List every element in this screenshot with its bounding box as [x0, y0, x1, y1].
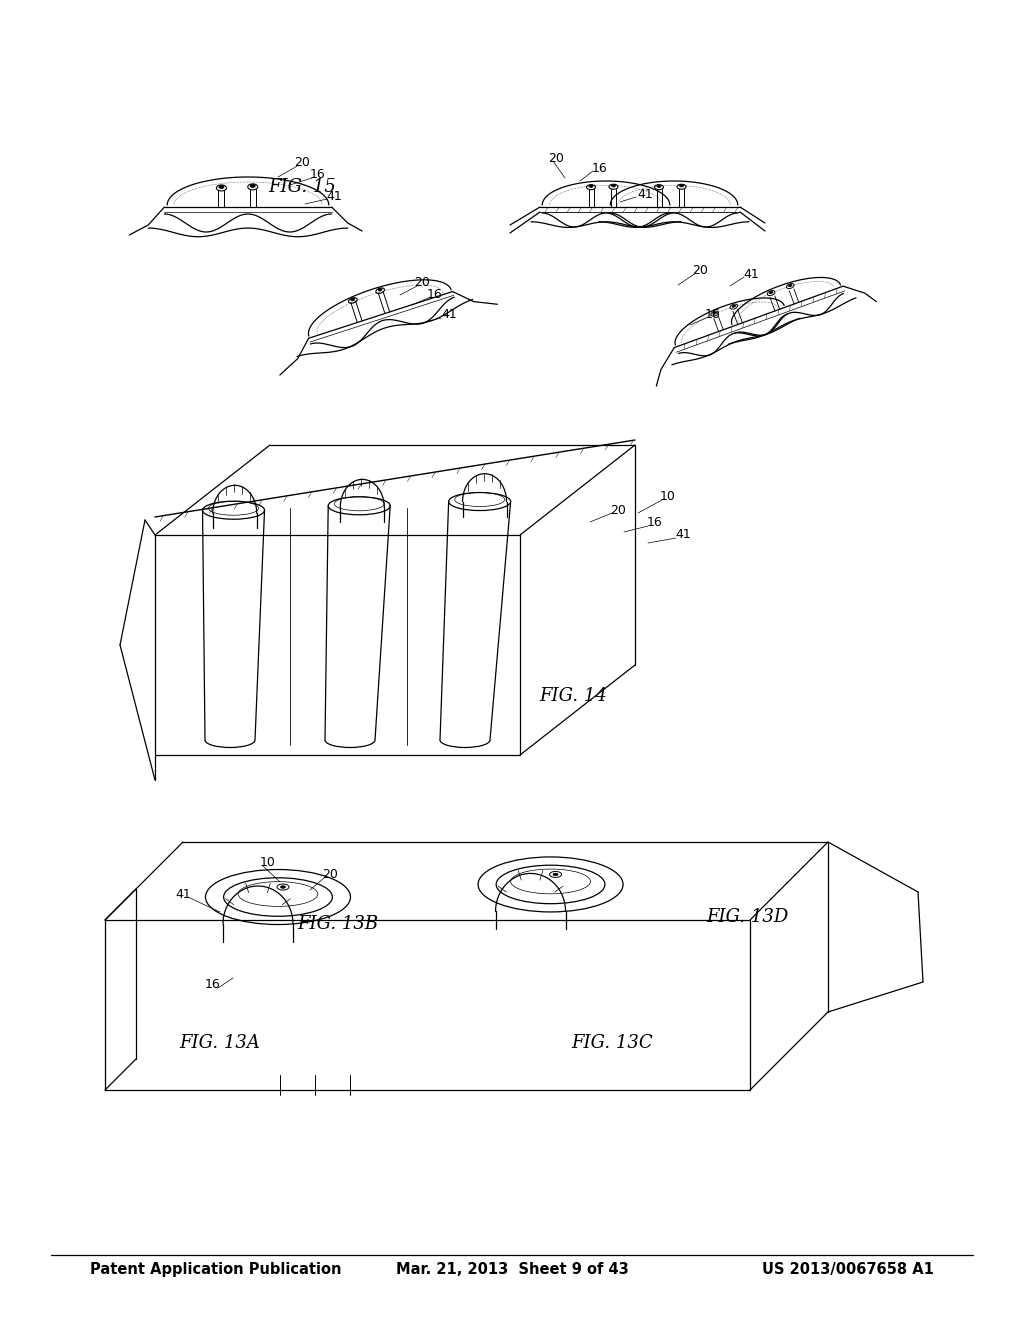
Ellipse shape: [713, 312, 717, 314]
Text: 41: 41: [637, 187, 653, 201]
Text: FIG. 13D: FIG. 13D: [707, 908, 788, 927]
Text: 41: 41: [326, 190, 342, 202]
Text: FIG. 13A: FIG. 13A: [180, 1034, 260, 1052]
Ellipse shape: [680, 185, 683, 187]
Text: 20: 20: [414, 276, 430, 289]
Text: FIG. 13B: FIG. 13B: [297, 915, 379, 933]
Text: Mar. 21, 2013  Sheet 9 of 43: Mar. 21, 2013 Sheet 9 of 43: [395, 1262, 629, 1276]
Text: 16: 16: [205, 978, 221, 991]
Text: FIG. 15: FIG. 15: [268, 178, 336, 197]
Text: 20: 20: [294, 156, 310, 169]
Text: 16: 16: [592, 161, 608, 174]
Text: 20: 20: [548, 152, 564, 165]
Text: 41: 41: [743, 268, 759, 281]
Ellipse shape: [351, 298, 354, 301]
Text: 20: 20: [610, 503, 626, 516]
Ellipse shape: [589, 185, 593, 187]
Text: 10: 10: [260, 857, 275, 870]
Text: 20: 20: [692, 264, 708, 276]
Ellipse shape: [250, 185, 255, 187]
Ellipse shape: [553, 874, 558, 875]
Text: 16: 16: [647, 516, 663, 529]
Text: 16: 16: [706, 309, 721, 322]
Text: US 2013/0067658 A1: US 2013/0067658 A1: [762, 1262, 934, 1276]
Ellipse shape: [788, 285, 792, 286]
Text: 41: 41: [175, 888, 190, 902]
Text: 41: 41: [441, 309, 457, 322]
Ellipse shape: [657, 185, 662, 187]
Text: 20: 20: [323, 869, 338, 882]
Text: 16: 16: [427, 289, 442, 301]
Text: 10: 10: [660, 491, 676, 503]
Ellipse shape: [732, 305, 735, 308]
Ellipse shape: [378, 288, 382, 290]
Text: Patent Application Publication: Patent Application Publication: [90, 1262, 342, 1276]
Ellipse shape: [219, 186, 224, 189]
Text: FIG. 13C: FIG. 13C: [571, 1034, 653, 1052]
Ellipse shape: [611, 185, 615, 187]
Text: FIG. 14: FIG. 14: [540, 686, 607, 705]
Ellipse shape: [769, 292, 773, 293]
Text: 41: 41: [675, 528, 691, 541]
Text: 16: 16: [310, 169, 326, 181]
Ellipse shape: [281, 886, 286, 888]
